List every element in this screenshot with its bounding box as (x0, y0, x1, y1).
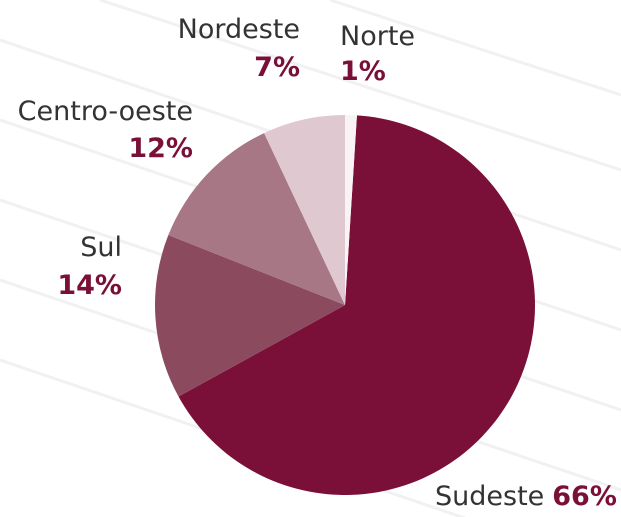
category-name: Centro-oeste (18, 96, 193, 127)
pie-slice (178, 115, 536, 495)
value-label: 7% (254, 52, 300, 83)
category-name: Sul (80, 232, 122, 263)
category-name: Nordeste (178, 14, 300, 45)
value-label: 14% (57, 270, 122, 301)
pie-slice (264, 115, 345, 305)
value-label: 1% (340, 56, 386, 87)
category-name: Sudeste (435, 481, 544, 512)
pie-slice (168, 133, 345, 305)
value-label: 66% (552, 481, 617, 512)
category-name: Norte (340, 21, 415, 52)
slice-label: Sudeste 66% (435, 481, 617, 512)
value-label: 12% (128, 133, 193, 164)
pie-slice (155, 235, 345, 397)
pie-slice (345, 115, 357, 305)
